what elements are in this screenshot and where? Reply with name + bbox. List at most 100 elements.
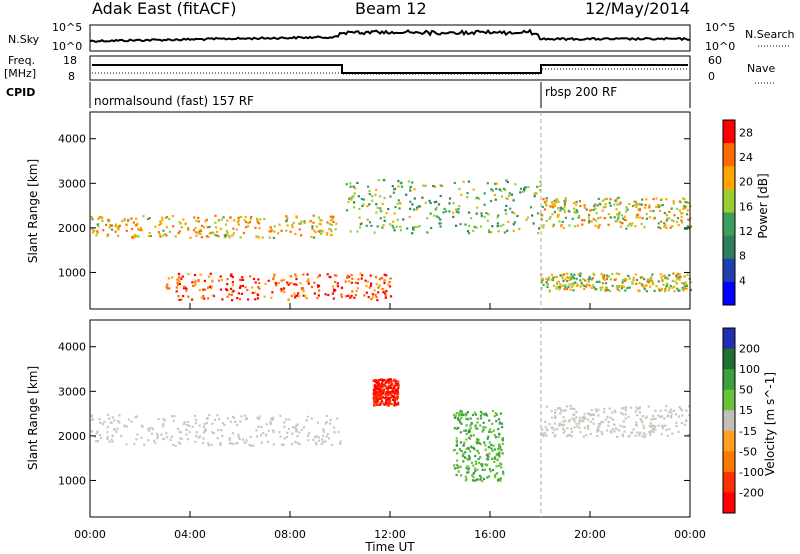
echo-cell	[553, 210, 556, 214]
echo-cell	[588, 213, 591, 216]
echo-cell	[682, 197, 685, 200]
echo-cell	[554, 416, 557, 420]
echo-cell	[269, 226, 272, 229]
echo-cell	[140, 424, 143, 427]
echo-cell	[328, 275, 331, 278]
echo-cell	[381, 391, 385, 394]
echo-cell	[550, 205, 553, 208]
echo-cell	[397, 185, 400, 188]
echo-cell	[174, 444, 177, 447]
echo-cell	[306, 273, 309, 276]
echo-cell	[591, 277, 594, 280]
echo-cell	[231, 281, 234, 284]
echo-cell	[302, 273, 305, 276]
echo-cell	[540, 280, 543, 283]
echo-cell	[563, 288, 566, 291]
echo-cell	[469, 417, 472, 420]
echo-cell	[385, 387, 388, 390]
echo-cell	[106, 437, 109, 440]
echo-cell	[678, 406, 681, 409]
echo-cell	[478, 197, 481, 200]
echo-cell	[636, 431, 639, 434]
echo-cell	[592, 422, 595, 425]
echo-cell	[97, 217, 100, 221]
echo-cell	[228, 438, 231, 441]
echo-cell	[648, 204, 651, 207]
echo-cell	[619, 225, 622, 228]
echo-cell	[624, 413, 627, 416]
echo-cell	[688, 414, 691, 417]
echo-cell	[674, 280, 677, 283]
echo-cell	[113, 419, 116, 422]
echo-cell	[460, 193, 463, 196]
echo-cell	[625, 210, 628, 213]
echo-cell	[604, 198, 607, 201]
nave-label: Nave	[747, 62, 775, 75]
echo-cell	[257, 294, 260, 297]
echo-cell	[192, 284, 195, 287]
echo-cell	[588, 221, 591, 224]
echo-cell	[581, 416, 584, 419]
echo-cell	[411, 232, 414, 235]
echo-cell	[669, 408, 672, 411]
echo-cell	[657, 204, 660, 207]
echo-cell	[641, 421, 644, 424]
echo-cell	[552, 276, 555, 279]
echo-cell	[392, 226, 395, 229]
echo-cell	[636, 414, 639, 417]
echo-cell	[583, 204, 586, 207]
echo-cell	[377, 179, 380, 182]
echo-cell	[467, 446, 470, 449]
echo-cell	[293, 283, 296, 286]
echo-cell	[623, 425, 626, 428]
echo-cell	[195, 435, 198, 438]
echo-cell	[322, 428, 325, 431]
echo-cell	[197, 279, 200, 282]
echo-cell	[592, 208, 595, 211]
echo-cell	[257, 236, 260, 239]
echo-cell	[304, 295, 307, 298]
echo-cell	[332, 297, 335, 300]
echo-cell	[638, 281, 641, 285]
echo-cell	[162, 234, 165, 237]
echo-cell	[659, 209, 662, 212]
echo-cell	[462, 443, 465, 447]
echo-cell	[232, 232, 235, 235]
echo-cell	[348, 197, 351, 200]
echo-cell	[290, 443, 293, 446]
echo-cell	[613, 203, 616, 206]
echo-cell	[572, 284, 575, 287]
echo-cell	[549, 216, 552, 219]
echo-cell	[685, 205, 688, 208]
echo-cell	[593, 288, 597, 291]
echo-cell	[154, 441, 157, 444]
echo-cell	[492, 444, 495, 447]
echo-cell	[572, 407, 575, 410]
echo-cell	[203, 428, 206, 431]
echo-cell	[332, 288, 336, 291]
echo-cell	[388, 223, 392, 226]
echo-cell	[195, 234, 198, 237]
echo-cell	[387, 283, 390, 286]
echo-cell	[409, 207, 412, 210]
echo-cell	[388, 385, 391, 388]
echo-cell	[157, 231, 161, 234]
echo-cell	[545, 219, 548, 223]
echo-cell	[456, 459, 459, 462]
echo-cell	[618, 211, 621, 214]
echo-cell	[390, 390, 393, 393]
echo-cell	[326, 221, 329, 224]
echo-cell	[572, 277, 575, 280]
echo-cell	[483, 413, 486, 416]
echo-cell	[386, 398, 389, 401]
echo-cell	[139, 226, 143, 230]
echo-cell	[93, 435, 96, 438]
echo-cell	[568, 278, 572, 281]
echo-cell	[244, 414, 247, 417]
echo-cell	[658, 204, 661, 207]
echo-cell	[590, 408, 593, 412]
echo-cell	[339, 440, 342, 443]
echo-cell	[638, 411, 641, 414]
echo-cell	[296, 435, 299, 438]
echo-cell	[433, 185, 436, 188]
